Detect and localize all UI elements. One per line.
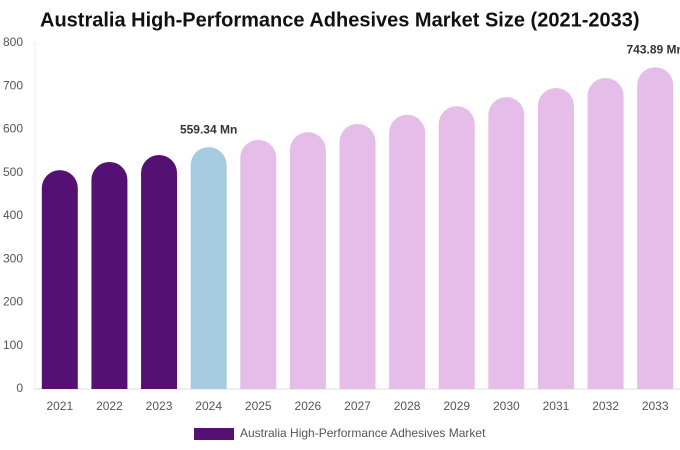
x-tick-label: 2026 (295, 399, 322, 413)
x-tick-label: 2025 (245, 399, 272, 413)
bar (587, 78, 624, 389)
bar (91, 161, 128, 389)
bar (438, 106, 475, 389)
bar (389, 114, 426, 390)
x-tick-label: 2028 (394, 399, 421, 413)
y-tick-label: 400 (3, 208, 23, 222)
y-tick-label: 800 (3, 35, 23, 49)
y-tick-label: 200 (3, 295, 23, 309)
legend-swatch (194, 428, 234, 440)
x-tick-label: 2033 (642, 399, 669, 413)
value-label: 559.34 Mn (180, 122, 237, 136)
bar (289, 132, 326, 389)
value-label: 743.89 Mn (627, 42, 680, 56)
x-tick-label: 2031 (543, 399, 570, 413)
x-tick-label: 2022 (96, 399, 123, 413)
legend-label: Australia High-Performance Adhesives Mar… (240, 426, 486, 440)
x-tick-label: 2021 (46, 399, 73, 413)
bar (240, 139, 277, 389)
x-tick-label: 2027 (344, 399, 371, 413)
y-tick-label: 300 (3, 251, 23, 265)
x-tick-label: 2029 (443, 399, 470, 413)
y-tick-label: 100 (3, 338, 23, 352)
x-tick-label: 2030 (493, 399, 520, 413)
bar (637, 67, 674, 389)
chart-title: Australia High-Performance Adhesives Mar… (40, 9, 640, 31)
bar (537, 87, 574, 389)
y-tick-label: 500 (3, 165, 23, 179)
x-tick-label: 2024 (195, 399, 222, 413)
y-tick-label: 0 (16, 381, 23, 395)
bar (41, 170, 78, 389)
y-tick-label: 700 (3, 78, 23, 92)
bar (339, 123, 376, 389)
x-tick-label: 2023 (146, 399, 173, 413)
bar (488, 97, 525, 390)
bar (190, 147, 227, 389)
y-tick-label: 600 (3, 122, 23, 136)
bar (141, 155, 178, 389)
x-tick-label: 2032 (592, 399, 619, 413)
